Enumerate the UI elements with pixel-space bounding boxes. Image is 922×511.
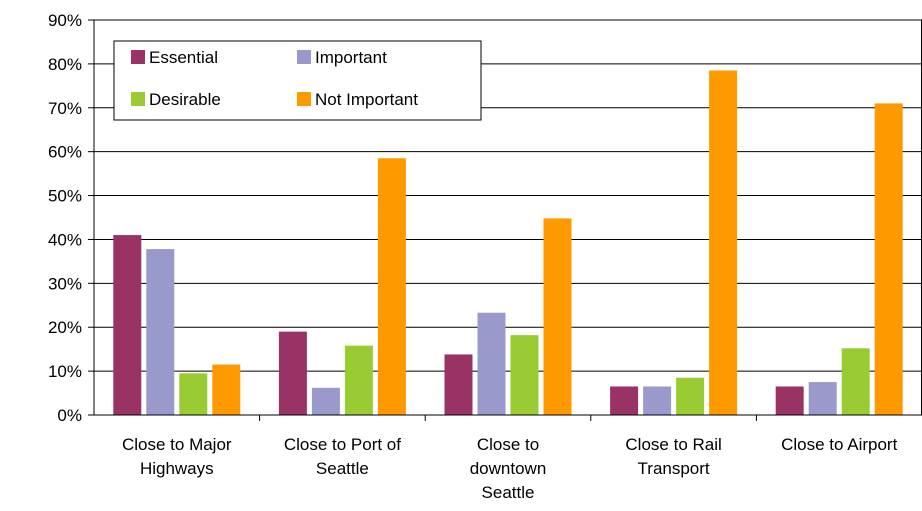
y-axis-ticks: 0% 10% 20% 30% 40% 50% 60% 70% 80% 90% xyxy=(48,11,94,425)
legend-swatch xyxy=(297,50,311,64)
y-tick-label: 80% xyxy=(48,55,82,74)
y-tick-label: 0% xyxy=(57,406,82,425)
x-category-label: Close to Major xyxy=(122,435,232,454)
x-category-label: Transport xyxy=(638,459,710,478)
bar-not-important xyxy=(709,70,738,415)
x-category-label: Close to xyxy=(477,435,539,454)
x-category-label: Close to Port of xyxy=(284,435,401,454)
bar-not-important xyxy=(543,218,572,415)
bar-essential xyxy=(444,354,473,415)
bar-important xyxy=(808,382,837,415)
legend-swatch xyxy=(131,50,145,64)
bar-not-important xyxy=(212,364,241,415)
x-category-label: Seattle xyxy=(482,483,535,502)
x-axis-categories: Close to Major Highways Close to Port of Se… xyxy=(122,435,898,502)
legend-label: Essential xyxy=(149,48,218,67)
y-tick-label: 30% xyxy=(48,274,82,293)
legend-label: Not Important xyxy=(315,90,418,109)
bar-not-important xyxy=(377,158,406,415)
bar-important xyxy=(477,312,506,415)
bar-essential xyxy=(775,386,804,415)
y-tick-label: 60% xyxy=(48,143,82,162)
bar-essential xyxy=(278,331,307,415)
bar-desirable xyxy=(676,377,705,415)
bar-essential xyxy=(610,386,639,415)
y-tick-label: 50% xyxy=(48,187,82,206)
x-category-label: Close to Airport xyxy=(781,435,897,454)
bar-important xyxy=(146,249,175,415)
x-category-label: Seattle xyxy=(316,459,369,478)
bar-desirable xyxy=(344,345,373,415)
x-category-label: Close to Rail xyxy=(625,435,721,454)
bar-desirable xyxy=(179,373,208,415)
legend-label: Important xyxy=(315,48,387,67)
bar-desirable xyxy=(510,335,539,415)
bars xyxy=(113,70,903,415)
legend-swatch xyxy=(131,92,145,106)
bar-not-important xyxy=(874,103,903,415)
legend-label: Desirable xyxy=(149,90,221,109)
x-category-label: downtown xyxy=(470,459,547,478)
legend-swatch xyxy=(297,92,311,106)
y-tick-label: 40% xyxy=(48,230,82,249)
y-tick-label: 70% xyxy=(48,99,82,118)
bar-important xyxy=(311,387,340,415)
legend: Essential Important Desirable Not Important xyxy=(113,40,482,121)
bar-important xyxy=(643,386,672,415)
x-category-label: Highways xyxy=(140,459,214,478)
y-tick-label: 20% xyxy=(48,318,82,337)
y-tick-label: 90% xyxy=(48,11,82,30)
y-tick-label: 10% xyxy=(48,362,82,381)
bar-essential xyxy=(113,235,142,415)
bar-desirable xyxy=(841,348,870,415)
